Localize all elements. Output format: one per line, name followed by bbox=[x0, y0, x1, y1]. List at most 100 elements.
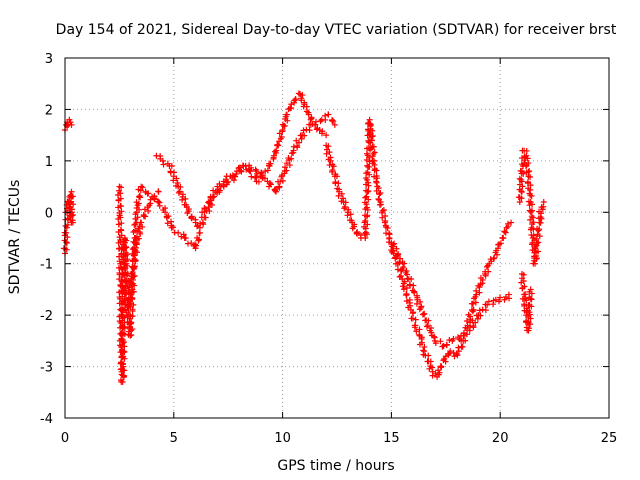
data-point-marker bbox=[397, 255, 404, 262]
data-point-marker bbox=[521, 301, 528, 308]
data-point-marker bbox=[127, 332, 134, 339]
data-point-marker bbox=[156, 202, 163, 209]
data-point-marker bbox=[426, 327, 433, 334]
data-point-marker bbox=[329, 117, 336, 124]
data-point-marker bbox=[224, 178, 231, 185]
data-point-marker bbox=[362, 194, 369, 201]
data-point-marker bbox=[195, 237, 202, 244]
data-point-marker bbox=[210, 194, 217, 201]
x-tick-label: 25 bbox=[601, 431, 618, 446]
data-point-marker bbox=[279, 127, 286, 133]
data-point-marker bbox=[411, 324, 418, 331]
data-point-marker bbox=[483, 263, 490, 270]
data-point-marker bbox=[393, 245, 400, 252]
data-point-marker bbox=[354, 230, 361, 237]
data-point-marker bbox=[535, 248, 542, 255]
data-point-marker bbox=[344, 212, 351, 219]
data-point-marker bbox=[518, 176, 525, 183]
data-point-marker bbox=[369, 132, 376, 139]
data-point-marker bbox=[410, 282, 417, 289]
data-point-marker bbox=[382, 212, 389, 219]
data-point-marker bbox=[242, 163, 249, 169]
data-point-marker bbox=[323, 132, 330, 139]
data-point-marker bbox=[363, 187, 370, 194]
data-point-marker bbox=[393, 252, 400, 259]
data-point-marker bbox=[442, 358, 449, 365]
data-point-marker bbox=[121, 272, 128, 279]
data-point-marker bbox=[383, 224, 390, 231]
data-point-marker bbox=[472, 319, 479, 326]
data-point-marker bbox=[300, 127, 307, 134]
chart-title: Day 154 of 2021, Sidereal Day-to-day VTE… bbox=[56, 22, 617, 38]
y-tick-label: 0 bbox=[45, 206, 53, 221]
data-point-marker bbox=[390, 247, 397, 254]
data-point-marker bbox=[472, 299, 479, 306]
data-point-marker bbox=[417, 298, 424, 305]
data-point-marker bbox=[524, 319, 531, 326]
data-point-marker bbox=[128, 270, 135, 277]
data-point-marker bbox=[536, 233, 543, 240]
data-point-marker bbox=[535, 239, 542, 246]
data-point-marker bbox=[296, 139, 303, 146]
data-point-marker bbox=[139, 223, 146, 230]
data-point-marker bbox=[376, 191, 383, 198]
axis-ticks: 0 5 10 15 20 25 -4 -3 -2 -1 0 1 2 3 bbox=[40, 52, 617, 446]
data-point-marker bbox=[129, 264, 136, 271]
data-point-marker bbox=[505, 223, 512, 230]
y-tick-label: 1 bbox=[45, 155, 53, 170]
data-point-marker bbox=[322, 112, 329, 119]
data-point-marker bbox=[399, 283, 406, 290]
data-point-marker bbox=[470, 322, 477, 329]
data-point-marker bbox=[173, 175, 180, 182]
data-point-marker bbox=[283, 111, 290, 118]
data-point-marker bbox=[298, 135, 305, 142]
data-point-marker bbox=[70, 211, 77, 218]
data-point-marker bbox=[117, 190, 124, 197]
data-point-marker bbox=[492, 249, 499, 256]
data-point-marker bbox=[443, 342, 450, 349]
data-point-marker bbox=[527, 208, 534, 215]
data-point-marker bbox=[130, 301, 137, 308]
data-point-marker bbox=[413, 328, 420, 335]
data-point-marker bbox=[121, 245, 128, 252]
data-point-marker bbox=[450, 349, 457, 356]
data-point-marker bbox=[377, 189, 384, 196]
data-point-marker bbox=[525, 302, 532, 309]
data-point-marker bbox=[274, 141, 281, 148]
data-point-marker bbox=[301, 132, 308, 139]
x-tick-label: 10 bbox=[274, 431, 291, 446]
data-point-marker bbox=[303, 108, 310, 115]
data-point-marker bbox=[159, 157, 166, 164]
x-tick-label: 5 bbox=[170, 431, 178, 446]
data-point-marker bbox=[403, 292, 410, 299]
data-point-marker bbox=[368, 137, 375, 144]
y-tick-label: -3 bbox=[40, 361, 53, 376]
data-point-marker bbox=[455, 344, 462, 351]
data-point-marker bbox=[456, 336, 463, 343]
data-point-marker bbox=[365, 119, 372, 126]
data-point-marker bbox=[524, 327, 531, 334]
data-point-marker bbox=[508, 219, 515, 226]
data-point-marker bbox=[425, 317, 432, 324]
data-point-marker bbox=[487, 256, 494, 263]
data-point-marker bbox=[429, 364, 436, 371]
y-tick-label: -2 bbox=[40, 309, 53, 324]
data-point-marker bbox=[282, 164, 289, 171]
data-point-marker bbox=[309, 121, 316, 128]
data-point-marker bbox=[277, 135, 284, 142]
data-point-marker bbox=[450, 335, 457, 342]
data-point-marker bbox=[364, 188, 371, 195]
data-point-marker bbox=[485, 268, 492, 275]
data-point-marker bbox=[400, 286, 407, 293]
data-point-marker bbox=[437, 338, 444, 345]
data-point-marker bbox=[398, 273, 405, 280]
data-point-marker bbox=[538, 210, 545, 217]
data-point-marker bbox=[308, 115, 315, 122]
data-point-marker bbox=[376, 201, 383, 208]
data-point-marker bbox=[160, 161, 167, 168]
data-point-marker bbox=[170, 177, 177, 184]
data-point-marker bbox=[305, 111, 312, 118]
data-point-marker bbox=[261, 175, 268, 182]
data-point-marker bbox=[469, 308, 476, 315]
data-point-marker bbox=[316, 127, 323, 133]
